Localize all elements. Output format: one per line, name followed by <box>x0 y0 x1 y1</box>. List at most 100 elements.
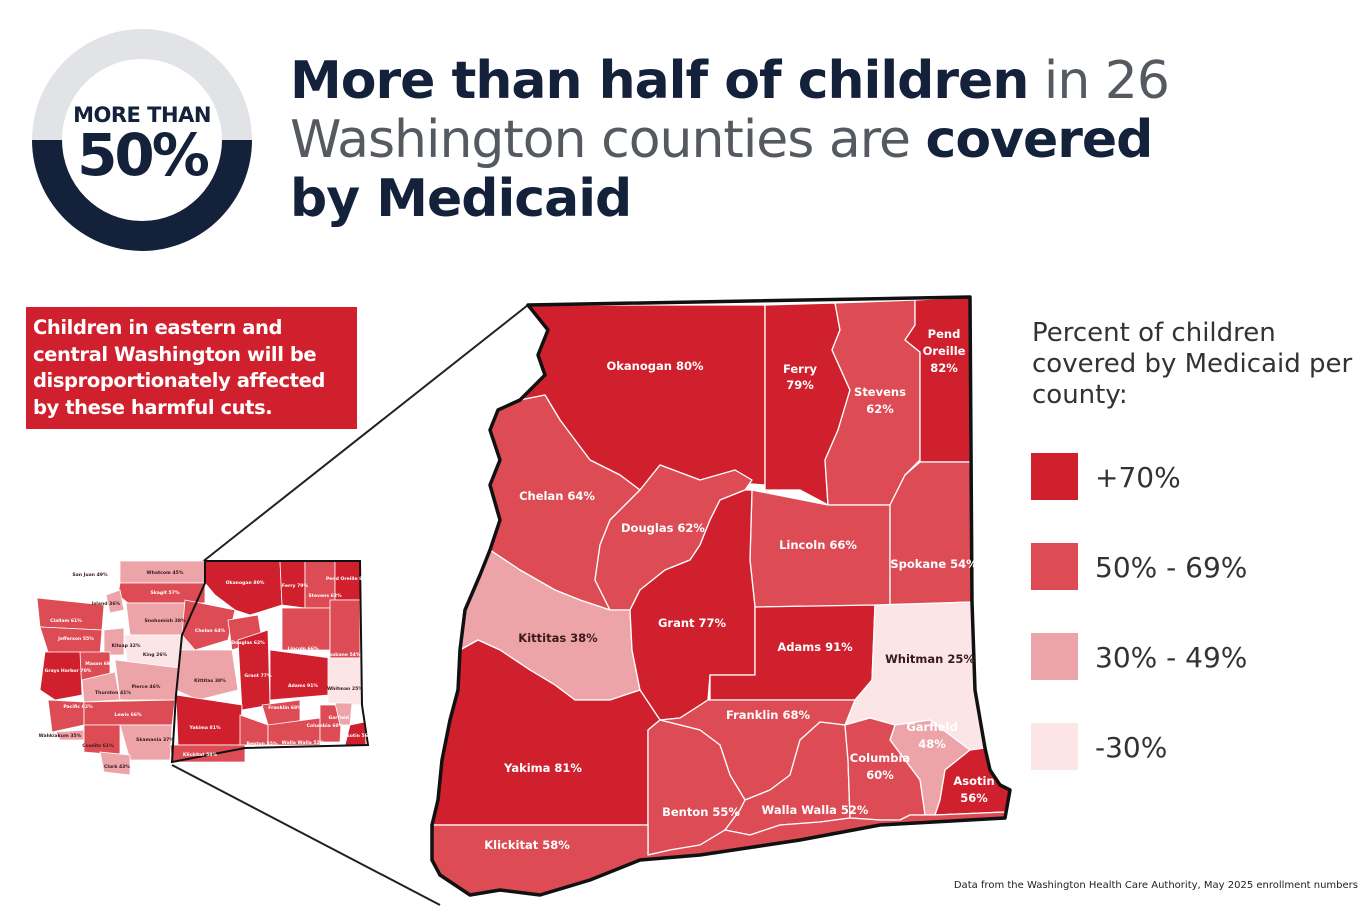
mini-east-outline <box>170 560 370 764</box>
label-adams: Adams 91% <box>777 640 853 654</box>
mini-label-pend-oreille: Pend Oreille 82% <box>326 576 371 582</box>
mini-label-chelan: Chelan 64% <box>195 628 226 634</box>
mini-label-adams: Adams 91% <box>288 683 318 689</box>
label-lincoln: Lincoln 66% <box>779 538 857 552</box>
mini-grays <box>39 651 83 701</box>
mini-label-jefferson: Jefferson 55% <box>57 636 94 642</box>
mini-skamania <box>119 724 173 761</box>
county-labels: Okanogan 80% Ferry 79% Stevens 62% Pend … <box>484 327 994 852</box>
legend-label: +70% <box>1095 461 1181 494</box>
headline-part4: covered <box>925 110 1154 170</box>
legend-label: 50% - 69% <box>1095 551 1248 584</box>
mini-label-pierce: Pierce 46% <box>132 684 161 690</box>
label-yakima: Yakima 81% <box>503 761 582 775</box>
label-columbia-name: Columbia <box>850 751 910 765</box>
label-kittitas: Kittitas 38% <box>518 631 598 645</box>
mini-state-map <box>36 560 367 776</box>
label-asotin-pct: 56% <box>960 791 988 805</box>
mini-kitsap <box>103 627 125 656</box>
legend-label: -30% <box>1095 731 1168 764</box>
headline-part1: More than half of children <box>290 51 1029 111</box>
mini-label-douglas: Douglas 62% <box>231 640 265 646</box>
mini-walla <box>267 717 321 746</box>
mini-columbia <box>319 704 343 743</box>
mini-label-spokane: Spokane 54% <box>326 652 361 658</box>
label-pend-line2: Oreille <box>923 344 966 358</box>
legend-item: 50% - 69% <box>1031 543 1351 591</box>
county-spokane <box>889 461 973 606</box>
mini-label-columbia: Columbia 60% <box>307 723 344 729</box>
mini-klickitat <box>169 744 246 763</box>
headline-part3: Washington counties are <box>290 110 926 170</box>
mini-label-klickitat: Klickitat 58% <box>183 752 218 758</box>
mini-label-yakima: Yakima 81% <box>188 725 221 731</box>
percent-badge-ring <box>32 29 252 251</box>
mini-label-lincoln: Lincoln 66% <box>287 646 318 652</box>
zoom-connector-bottom <box>171 764 441 906</box>
mini-label-garfield: Garfield 48% <box>328 715 362 721</box>
legend-swatch <box>1031 633 1078 680</box>
mini-label-stevens: Stevens 62% <box>308 593 342 599</box>
mini-label-walla-walla: Walla Walla 52% <box>282 740 325 746</box>
legend-item: 30% - 49% <box>1031 633 1351 681</box>
mini-label-wahkiakum: Wahkiakum 35% <box>39 733 82 739</box>
mini-label-pacific: Pacific 62% <box>63 704 93 710</box>
mini-adams <box>269 649 331 701</box>
mini-yakima <box>175 694 243 746</box>
mini-label-island: Island 36% <box>92 601 121 607</box>
legend-swatch <box>1031 453 1078 500</box>
mini-benton <box>239 714 269 746</box>
label-whitman: Whitman 25% <box>885 652 975 666</box>
mini-label-okanogan: Okanogan 80% <box>226 580 265 586</box>
mini-label-grant: Grant 77% <box>244 673 272 679</box>
mini-label-kittitas: Kittitas 38% <box>194 678 226 684</box>
label-ferry-pct: 79% <box>786 378 814 392</box>
callout-box: Children in eastern and central Washingt… <box>26 307 357 429</box>
mini-label-franklin: Franklin 68% <box>268 705 302 711</box>
label-franklin: Franklin 68% <box>726 708 810 722</box>
mini-label-cowlitz: Cowlitz 61% <box>82 743 114 749</box>
mini-kittitas <box>175 649 239 701</box>
mini-label-grays-harbor: Grays Harbor 70% <box>45 668 92 674</box>
mini-label-whatcom: Whatcom 45% <box>147 570 184 576</box>
mini-label-clark: Clark 43% <box>104 764 130 770</box>
label-chelan: Chelan 64% <box>519 489 595 503</box>
badge-big-text: 50% <box>77 121 210 189</box>
east-region-outline <box>430 295 1012 897</box>
mini-label-asotin: Asotin 56% <box>343 733 372 739</box>
label-pend-pct: 82% <box>930 361 958 375</box>
mini-label-snohomish: Snohomish 38% <box>144 618 186 624</box>
mini-label-san-juan: San Juan 49% <box>72 572 108 578</box>
mini-cowlitz <box>83 724 121 756</box>
label-walla-walla: Walla Walla 52% <box>762 803 869 817</box>
source-note: Data from the Washington Health Care Aut… <box>953 880 1358 891</box>
label-garfield-name: Garfield <box>906 720 957 734</box>
legend-title: Percent of children covered by Medicaid … <box>1032 318 1353 410</box>
label-stevens-name: Stevens <box>854 385 906 399</box>
label-ferry-name: Ferry <box>783 362 818 376</box>
mini-whitman <box>327 657 363 706</box>
mini-label-skamania: Skamania 37% <box>136 737 174 743</box>
zoom-connector-top <box>200 304 529 564</box>
headline-part5: by Medicaid <box>290 169 632 229</box>
label-stevens-pct: 62% <box>866 402 894 416</box>
mini-lincoln <box>281 607 331 651</box>
mini-label-clallam: Clallam 61% <box>50 618 82 624</box>
mini-label-benton: Benton 55% <box>246 741 278 747</box>
mini-label-skagit: Skagit 57% <box>150 590 180 596</box>
legend-item: +70% <box>1031 453 1351 501</box>
mini-labels: San Juan 49% Whatcom 45% Island 36% Skag… <box>39 570 373 770</box>
mini-label-thurston: Thurston 41% <box>95 690 131 696</box>
mini-clark <box>99 751 131 776</box>
east-counties <box>431 296 1011 896</box>
label-okanogan: Okanogan 80% <box>607 359 704 373</box>
label-douglas: Douglas 62% <box>621 521 705 535</box>
label-columbia-pct: 60% <box>866 768 894 782</box>
legend-swatch <box>1031 723 1078 770</box>
legend-item: -30% <box>1031 723 1351 771</box>
label-grant: Grant 77% <box>658 616 727 630</box>
badge-small-text: MORE THAN <box>73 103 211 127</box>
mini-island <box>105 589 125 614</box>
headline-part2: in 26 <box>1028 51 1170 111</box>
